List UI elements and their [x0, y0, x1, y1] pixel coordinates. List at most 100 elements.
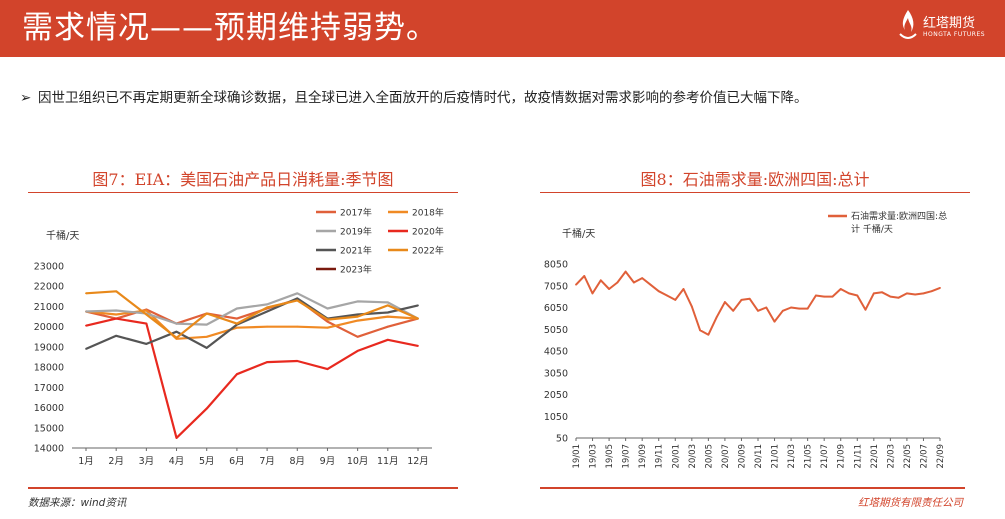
chart2-xtick-label: 21/03 — [787, 444, 797, 469]
chart2-xtick-label: 22/01 — [870, 444, 880, 469]
chart1-xtick-label: 10月 — [347, 456, 369, 467]
chart2-xtick-label: 21/07 — [820, 444, 830, 469]
chart1-ylabel: 千桶/天 — [46, 229, 79, 242]
chart2-title: 图8：石油需求量:欧洲四国:总计 — [640, 170, 870, 189]
chart1-data-point — [356, 335, 359, 338]
chart1-ytick-label: 20000 — [34, 322, 64, 333]
chart1-data-point — [205, 347, 208, 349]
chart2-divider — [540, 192, 970, 193]
chart1-data-point — [326, 368, 329, 371]
chart1-data-point — [236, 322, 238, 325]
chart2-xtick-label: 19/01 — [572, 444, 582, 469]
chart2-xtick-label: 19/05 — [605, 444, 615, 469]
chart1-data-point — [115, 309, 118, 312]
bullet-note: ➢ 因世卫组织已不再定期更新全球确诊数据，且全球已进入全面放开的后疫情时代，故疫情… — [20, 86, 808, 106]
chart1-data-point — [236, 307, 238, 310]
chart1-legend-label: 2018年 — [412, 207, 444, 219]
chart1-data-point — [296, 360, 299, 362]
chart1-ytick-label: 18000 — [34, 363, 64, 374]
chart2-xtick-label: 21/05 — [804, 444, 814, 469]
chart2-ytick-label: 5050 — [544, 325, 568, 336]
chart1-data-point — [326, 320, 329, 323]
chart1-data-point — [386, 311, 389, 314]
chart1-xtick-label: 8月 — [289, 456, 305, 467]
chart2-xtick-label: 20/05 — [704, 444, 714, 469]
bullet-text: 因世卫组织已不再定期更新全球确诊数据，且全球已进入全面放开的后疫情时代，故疫情数… — [38, 90, 808, 106]
chart2-ytick-label: 1050 — [544, 412, 568, 423]
chart1-svg: 千桶/天 14000 15000 16000 17000 18000 19000 20000 2… — [34, 207, 444, 468]
chart1-data-point — [236, 317, 238, 320]
chart2-data-point — [707, 333, 710, 336]
chart2-ytick-label: 6050 — [544, 303, 568, 314]
flame-logo-icon — [899, 10, 917, 39]
chart1-legend-label: 2022年 — [412, 245, 444, 257]
chart1-data-point — [175, 436, 178, 439]
bullet-arrow-icon: ➢ — [20, 90, 32, 106]
chart1-legend-label: 2020年 — [412, 226, 444, 238]
chart1-data-point — [145, 313, 148, 316]
chart1-data-point — [266, 310, 268, 313]
chart1-ytick-label: 15000 — [34, 423, 64, 434]
chart1-xtick-label: 6月 — [229, 456, 245, 467]
chart2-data-point — [823, 295, 826, 298]
header-bar: 需求情况——预期维持弱势。 红塔期货 HONGTA FUTURES — [0, 0, 1005, 57]
chart2-ylabel: 千桶/天 — [562, 227, 595, 240]
chart1-data-point — [386, 301, 389, 304]
chart2-data-point — [748, 297, 751, 300]
chart1-data-point — [115, 317, 118, 320]
chart1-title: 图7：EIA：美国石油产品日消耗量:季节图 — [92, 170, 394, 189]
chart2-data-point — [715, 316, 718, 319]
chart1-data-point — [266, 303, 268, 306]
chart1-ytick-label: 17000 — [34, 383, 64, 394]
chart2-legend-label: 石油需求量:欧洲四国:总计 千桶/天 — [851, 210, 947, 235]
footer-divider-right — [540, 487, 965, 489]
chart1-data-point — [326, 326, 329, 329]
chart2-data-point — [657, 290, 660, 293]
chart1-data-point — [175, 322, 178, 325]
chart2-data-point — [624, 270, 627, 273]
chart2-xtick-label: 19/11 — [655, 444, 665, 469]
chart1-data-point — [356, 319, 359, 322]
chart1-xtick-label: 12月 — [407, 456, 429, 467]
chart2-data-point — [583, 275, 586, 277]
chart1-data-point — [205, 312, 208, 315]
chart2-xtick-label: 19/07 — [622, 444, 632, 469]
chart1-data-point — [205, 323, 208, 326]
chart2-data-point — [682, 288, 685, 290]
chart1-data-point — [356, 315, 359, 318]
chart1-data-point — [417, 304, 419, 307]
chart1-data-point — [386, 338, 389, 341]
chart1-data-point — [145, 342, 148, 345]
chart1-data-point — [205, 335, 208, 338]
chart2-data-point — [906, 292, 908, 295]
chart1-xtick-label: 11月 — [377, 456, 399, 467]
chart2-xtick-label: 20/03 — [688, 444, 698, 469]
chart1-ytick-label: 19000 — [34, 342, 64, 353]
chart2-data-point — [831, 295, 834, 298]
chart1-xtick-label: 5月 — [199, 456, 215, 467]
chart2-data-point — [773, 320, 776, 323]
chart2-xtick-label: 20/01 — [671, 444, 681, 469]
chart2-data-point — [856, 294, 859, 297]
chart2-data-point — [872, 292, 875, 295]
chart2-data-point — [740, 298, 743, 301]
chart2-data-point — [806, 307, 809, 310]
chart1-xtick-label: 9月 — [320, 456, 336, 467]
chart1-data-point — [356, 313, 359, 316]
chart1-series-line-2019年 — [85, 292, 419, 326]
chart1-data-point — [85, 292, 87, 295]
chart2-data-point — [649, 283, 652, 286]
chart2-data-point — [848, 292, 850, 295]
chart2-data-point — [922, 292, 925, 295]
chart1-data-point — [175, 336, 178, 339]
chart1-legend-label: 2021年 — [340, 245, 372, 257]
chart2-ytick-label: 4050 — [544, 347, 568, 358]
chart2-data-point — [699, 329, 701, 332]
chart1-data-point — [266, 361, 268, 363]
chart2-xtick-label: 20/11 — [754, 444, 764, 469]
chart1-data-point — [205, 407, 208, 410]
chart1-data-point — [356, 350, 359, 352]
chart2-data-point — [839, 288, 842, 290]
chart2-legend-line2: 计 千桶/天 — [851, 223, 893, 235]
chart1-xtick-label: 4月 — [169, 456, 185, 467]
